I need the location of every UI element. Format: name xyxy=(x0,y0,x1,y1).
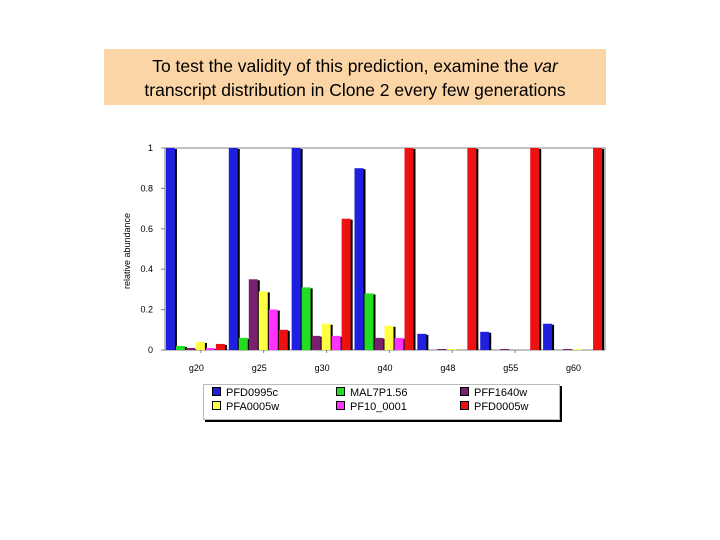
bar xyxy=(500,348,510,350)
legend-swatch xyxy=(212,387,221,396)
y-tick-label: 1 xyxy=(148,143,153,153)
plot-area: 0 0.2 0.4 0.6 0.8 1 relative abundance g20 g25 g3… xyxy=(122,143,606,373)
y-tick-label: 0.4 xyxy=(140,264,153,274)
bar xyxy=(543,323,553,350)
y-tick-label: 0.6 xyxy=(140,224,153,234)
bar xyxy=(384,325,394,350)
y-axis-label: relative abundance xyxy=(122,213,132,289)
bar xyxy=(480,331,490,350)
legend-label: MAL7P1.56 xyxy=(350,387,408,399)
legend-label: PFF1640w xyxy=(474,387,528,399)
legend-swatch xyxy=(460,387,469,396)
bar xyxy=(291,148,301,350)
bar xyxy=(563,348,573,350)
bar xyxy=(215,343,225,350)
legend-label: PFA0005w xyxy=(226,401,280,413)
x-tick-label: g40 xyxy=(377,363,392,373)
x-tick-label: g48 xyxy=(440,363,455,373)
bar xyxy=(238,337,248,350)
legend-item: PFD0995c xyxy=(212,387,278,399)
legend-label: PFD0005w xyxy=(474,401,529,413)
bar xyxy=(228,148,238,350)
x-tick-label: g30 xyxy=(315,363,330,373)
x-tick-label: g20 xyxy=(189,363,204,373)
bar xyxy=(301,287,311,350)
legend-label: PF10_0001 xyxy=(350,401,407,413)
bar xyxy=(331,335,341,350)
bar xyxy=(354,168,364,350)
bar xyxy=(394,337,404,350)
y-tick-label: 0.8 xyxy=(140,183,153,193)
bar xyxy=(165,148,175,350)
bar xyxy=(417,333,427,350)
legend-item: PFD0005w xyxy=(460,401,528,413)
title-line-1: To test the validity of this prediction,… xyxy=(104,54,606,78)
legend-item: PF10_0001 xyxy=(336,401,407,413)
bar xyxy=(205,347,215,350)
chart-legend: PFD0995c MAL7P1.56 PFF1640w PFA0005w PF10_00… xyxy=(203,384,560,420)
legend-swatch xyxy=(460,401,469,410)
x-tick-label: g60 xyxy=(566,363,581,373)
bar xyxy=(374,337,384,350)
y-tick-label: 0 xyxy=(148,345,153,355)
bar xyxy=(341,218,351,350)
bar xyxy=(278,329,288,350)
bar xyxy=(195,341,205,350)
legend-item: PFF1640w xyxy=(460,387,527,399)
bar xyxy=(593,148,603,350)
bar xyxy=(268,309,278,350)
title-line-1-text: To test the validity of this prediction,… xyxy=(152,56,534,76)
bar xyxy=(404,148,414,350)
x-tick-label: g25 xyxy=(252,363,267,373)
x-tick-label: g55 xyxy=(503,363,518,373)
legend-swatch xyxy=(336,387,345,396)
legend-swatch xyxy=(336,401,345,410)
y-tick-label: 0.2 xyxy=(140,305,153,315)
title-line-2: transcript distribution in Clone 2 every… xyxy=(144,80,566,100)
bar xyxy=(364,293,374,350)
bar xyxy=(437,348,447,350)
bar xyxy=(467,148,477,350)
bar xyxy=(447,348,457,350)
legend-label: PFD0995c xyxy=(226,387,278,399)
legend-swatch xyxy=(212,401,221,410)
legend-item: PFA0005w xyxy=(212,401,279,413)
bar xyxy=(573,348,583,350)
bar xyxy=(185,347,195,350)
bar xyxy=(175,345,185,350)
bar xyxy=(321,323,331,350)
title-box: To test the validity of this prediction,… xyxy=(104,49,606,105)
title-italic-word: var xyxy=(533,56,558,76)
legend-item: MAL7P1.56 xyxy=(336,387,407,399)
bar xyxy=(248,279,258,350)
bar xyxy=(258,291,268,350)
bar xyxy=(530,148,540,350)
bar xyxy=(311,335,321,350)
